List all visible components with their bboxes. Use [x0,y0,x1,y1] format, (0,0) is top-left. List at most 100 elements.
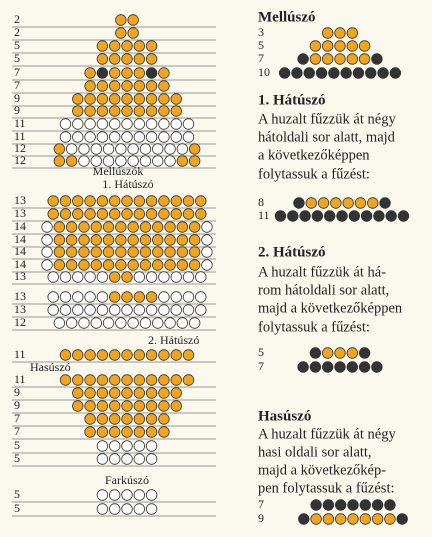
bead [145,67,158,79]
bead [352,67,365,79]
bead [108,40,121,52]
paragraph-line: folytassuk a fűzést: [258,319,370,335]
bead [121,503,133,515]
bead [96,426,109,438]
bead [78,317,90,329]
row-count: 5 [14,487,20,501]
bead [102,246,115,258]
bead [158,304,170,316]
bead [164,143,176,155]
row-count: 13 [14,302,26,316]
bead [176,317,189,329]
bead [53,143,66,155]
bead [158,387,170,399]
bead [108,400,121,412]
bead [305,197,317,209]
bead [309,40,322,52]
bead [170,374,182,386]
bead [121,489,133,501]
bead [78,143,90,155]
bead [121,440,133,452]
fin-label: Hasúszó [30,360,71,374]
bead [170,304,182,316]
row-count: 14 [14,257,26,271]
bead [65,246,78,258]
bead [384,513,396,525]
bead [322,53,334,65]
bead [182,208,195,220]
bead [334,347,346,359]
bead [108,440,121,452]
bead [96,67,109,79]
bead [176,246,189,258]
bead [47,208,59,220]
bead [310,513,322,525]
bead [72,304,84,316]
bead [78,246,90,258]
bead [53,221,66,233]
bead [201,246,213,258]
bead [293,197,305,209]
bead [158,413,170,425]
bead [335,499,347,511]
bead [127,221,139,233]
bead [170,271,182,283]
bead [311,210,324,222]
bead [139,246,152,258]
bead [121,291,133,303]
bead [170,93,182,105]
row-count: 7 [14,78,20,92]
bead [145,440,158,452]
bead [121,304,133,316]
row-count: 10 [258,65,270,79]
bead [170,131,182,143]
bead [164,246,176,258]
bead [133,489,146,501]
row-count: 7 [14,424,20,438]
row-count: 14 [14,244,26,258]
bead [145,349,158,361]
bead [108,118,121,130]
bead [72,105,84,117]
row-count: 7 [258,497,264,511]
bead [121,195,133,207]
bead [274,210,287,222]
bead [152,259,164,271]
bead [108,80,121,92]
bead [108,304,121,316]
bead [72,387,84,399]
bead [170,208,182,220]
bead [78,259,90,271]
bead [96,489,109,501]
bead [309,361,322,373]
bead [65,317,78,329]
bead [170,195,182,207]
bead [115,259,127,271]
row-count: 11 [14,116,26,130]
bead [133,67,146,79]
bead [65,234,78,246]
bead [96,53,109,65]
bead [133,304,146,316]
bead [127,246,139,258]
bead [397,210,410,222]
bead [121,413,133,425]
bead [121,80,133,92]
row-count: 8 [258,195,264,209]
bead [152,317,164,329]
row-count: 5 [258,38,264,52]
bead [170,349,182,361]
bead [164,317,176,329]
bead [315,67,328,79]
bead [354,197,367,209]
bead [133,195,146,207]
bead [158,374,170,386]
bead [59,291,72,303]
bead [127,317,139,329]
bead [115,246,127,258]
row-count: 9 [14,103,20,117]
paragraph-line: A huzalt fűzzük át há- [258,264,386,280]
bead [188,246,201,258]
bead [145,195,158,207]
bead [365,67,377,79]
